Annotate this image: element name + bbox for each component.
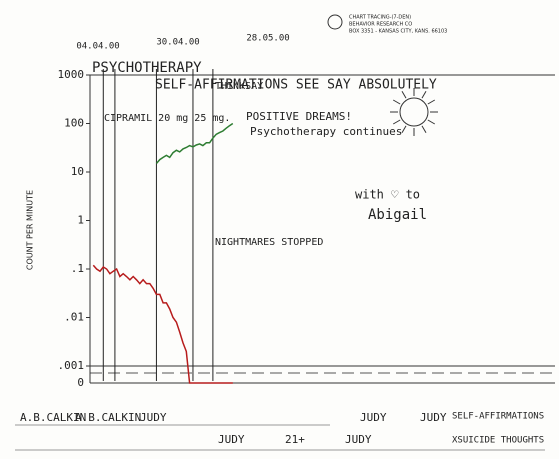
sun-ray: [421, 90, 427, 99]
date-label: 28.05.00: [246, 34, 289, 44]
sun-ray: [401, 90, 407, 99]
y-tick-label: 100: [64, 117, 84, 130]
signature: JUDY: [218, 433, 245, 446]
signature: A.B.CALKIN: [20, 411, 86, 424]
sun: [399, 97, 429, 127]
annotation: with ♡ to: [355, 188, 420, 202]
y-tick-label: .01: [64, 311, 84, 324]
annotation: POSITIVE DREAMS!: [246, 110, 352, 123]
annotation: Psychotherapy continues: [250, 125, 402, 138]
y-axis-label: COUNT PER MINUTE: [26, 190, 35, 270]
phase-label: PSYCHOTHERAPY: [92, 60, 202, 76]
legend-entry: XSUICIDE THOUGHTS: [452, 436, 544, 446]
header: BEHAVIOR RESEARCH CO: [349, 22, 412, 28]
signature: JUDY: [420, 411, 447, 424]
signature: JUDY: [360, 411, 387, 424]
y-tick-label: 10: [71, 165, 84, 178]
signature: JUDY: [140, 411, 167, 424]
legend-entry: SELF-AFFIRMATIONS: [452, 412, 544, 422]
header: BOX 3351 - KANSAS CITY, KANS. 66103: [349, 29, 447, 35]
sun-ray: [421, 125, 427, 134]
date-label: 30.04.00: [156, 38, 199, 48]
y-tick-label: 1: [77, 214, 84, 227]
phase-label: CIPRAMIL 20 mg 25 mg.: [104, 113, 230, 124]
sun-ray: [427, 99, 436, 105]
y-tick-label: .001: [58, 359, 85, 372]
annotation: NIGHTMARES STOPPED: [215, 237, 323, 248]
signature: JUDY: [345, 433, 372, 446]
annotation: Abigail: [368, 207, 427, 223]
header: CHART TRACING-(7-DEN): [349, 15, 411, 21]
sun-ray: [401, 125, 407, 134]
zero-label: 0: [77, 376, 84, 389]
date-label: 04.04.00: [76, 42, 119, 52]
phase-label: THINKSAY: [215, 81, 263, 92]
phase-label: SELF-AFFIRMATIONS SEE SAY ABSOLUTELY: [155, 78, 437, 93]
signature: A.B.CALKIN: [75, 411, 141, 424]
sun-ray: [392, 119, 401, 125]
y-tick-label: 1000: [58, 68, 85, 81]
signature: 21+: [285, 433, 305, 446]
sun-ray: [427, 119, 436, 125]
y-tick-label: .1: [71, 262, 84, 275]
logo: [327, 14, 343, 30]
sun-ray: [392, 99, 401, 105]
series-line: [92, 264, 233, 384]
series-line: [155, 122, 234, 164]
